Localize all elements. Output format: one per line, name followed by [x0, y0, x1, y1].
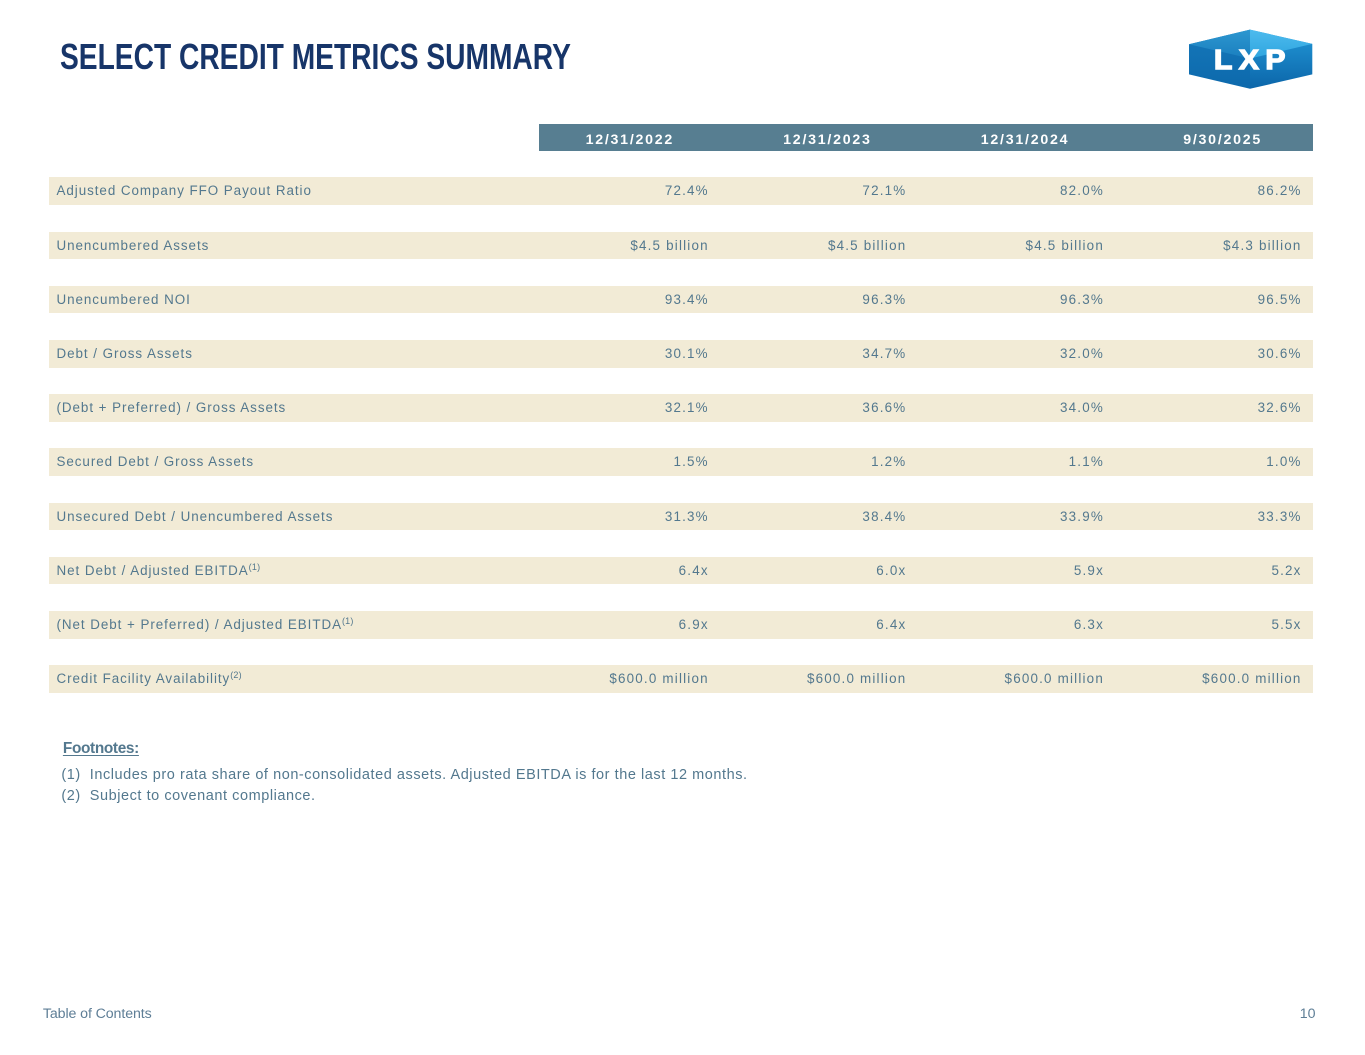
svg-text:LXP: LXP [1214, 44, 1292, 75]
